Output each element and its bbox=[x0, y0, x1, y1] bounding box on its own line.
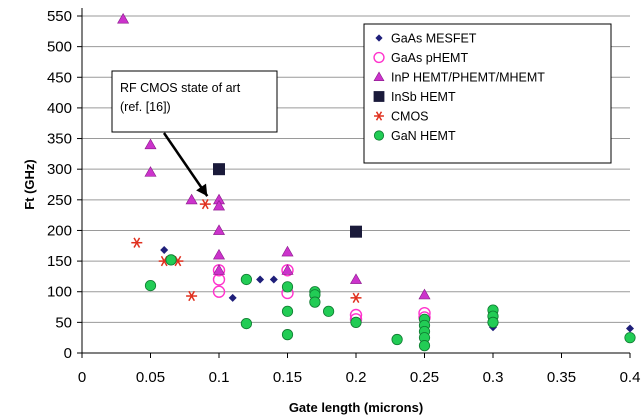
y-tick-label: 150 bbox=[47, 253, 72, 270]
legend-label: InSb HEMT bbox=[391, 90, 456, 104]
annotation-arrow bbox=[162, 132, 209, 197]
y-tick-label: 0 bbox=[64, 345, 72, 362]
annotation-text: (ref. [16]) bbox=[120, 100, 171, 114]
legend-label: GaN HEMT bbox=[391, 129, 456, 143]
x-tick-label: 0 bbox=[78, 369, 86, 386]
point-gan-hemt bbox=[240, 273, 252, 286]
x-tick-label: 0.3 bbox=[483, 369, 504, 386]
point-gaas-mesfet bbox=[626, 324, 634, 333]
x-tick-label: 0.25 bbox=[410, 369, 439, 386]
point-insb-hemt bbox=[213, 163, 225, 176]
legend-marker bbox=[373, 51, 385, 64]
x-tick-label: 0.4 bbox=[620, 369, 641, 386]
tick-labels: 0 50 100 150 200 250 300 350 400 450 500 550 0 0.05 0.… bbox=[47, 8, 640, 386]
x-tick-label: 0.2 bbox=[346, 369, 367, 386]
annotation: RF CMOS state of art (ref. [16]) bbox=[111, 70, 278, 197]
y-tick-label: 500 bbox=[47, 39, 72, 56]
legend: GaAs MESFET GaAs pHEMT InP HEMT/PHEMT/MHEM… bbox=[363, 23, 612, 164]
point-inp-hemt-phemt-mhemt bbox=[349, 273, 363, 284]
point-gaas-mesfet bbox=[256, 275, 265, 284]
point-inp-hemt-phemt-mhemt bbox=[281, 245, 294, 257]
y-axis-title: Ft (GHz) bbox=[22, 159, 37, 210]
point-gan-hemt bbox=[281, 329, 294, 341]
point-gan-hemt bbox=[624, 332, 636, 344]
y-tick-label: 250 bbox=[47, 192, 72, 209]
point-inp-hemt-phemt-mhemt bbox=[144, 166, 157, 177]
legend-marker bbox=[374, 111, 384, 121]
point-inp-hemt-phemt-mhemt bbox=[212, 199, 226, 211]
point-inp-hemt-phemt-mhemt bbox=[212, 224, 226, 235]
y-tick-label: 300 bbox=[47, 161, 72, 178]
point-cmos bbox=[350, 292, 362, 304]
point-gaas-mesfet bbox=[228, 293, 237, 302]
x-tick-label: 0.35 bbox=[547, 369, 576, 386]
y-tick-label: 550 bbox=[47, 8, 72, 25]
x-tick-label: 0.05 bbox=[136, 369, 165, 386]
point-gan-hemt bbox=[391, 333, 403, 346]
point-inp-hemt-phemt-mhemt bbox=[212, 264, 226, 275]
point-gan-hemt bbox=[281, 281, 294, 293]
legend-marker bbox=[373, 71, 385, 82]
point-gan-hemt bbox=[418, 340, 431, 352]
y-tick-label: 50 bbox=[55, 314, 72, 331]
point-inp-hemt-phemt-mhemt bbox=[144, 138, 157, 150]
point-gan-hemt bbox=[487, 316, 499, 328]
y-tick-label: 400 bbox=[47, 100, 72, 117]
point-inp-hemt-phemt-mhemt bbox=[281, 264, 294, 275]
point-gan-hemt bbox=[350, 316, 362, 328]
legend-marker bbox=[375, 34, 383, 42]
legend-label: GaAs MESFET bbox=[391, 32, 477, 46]
legend-label: InP HEMT/PHEMT/MHEMT bbox=[391, 71, 545, 85]
y-tick-label: 450 bbox=[47, 69, 72, 86]
legend-marker bbox=[373, 91, 385, 102]
point-gan-hemt bbox=[144, 279, 157, 292]
point-gan-hemt bbox=[281, 305, 294, 317]
point-gan-hemt bbox=[309, 296, 321, 308]
axes bbox=[77, 8, 631, 358]
point-gaas-phemt bbox=[212, 285, 226, 298]
point-cmos bbox=[131, 237, 143, 248]
y-tick-label: 200 bbox=[47, 222, 72, 239]
point-gan-hemt bbox=[165, 254, 177, 266]
legend-label: CMOS bbox=[391, 110, 429, 124]
legend-box bbox=[363, 23, 612, 164]
point-insb-hemt bbox=[350, 225, 362, 238]
point-gan-hemt bbox=[240, 317, 252, 330]
point-inp-hemt-phemt-mhemt bbox=[117, 12, 130, 24]
point-inp-hemt-phemt-mhemt bbox=[418, 288, 431, 300]
x-tick-label: 0.1 bbox=[209, 369, 230, 386]
legend-label: GaAs pHEMT bbox=[391, 51, 468, 65]
annotation-text: RF CMOS state of art bbox=[120, 81, 241, 95]
annotation-arrowhead bbox=[196, 183, 208, 197]
point-gan-hemt bbox=[322, 305, 335, 317]
annotation-box bbox=[111, 70, 278, 133]
x-axis-title: Gate length (microns) bbox=[289, 400, 423, 415]
point-cmos bbox=[186, 290, 198, 302]
point-inp-hemt-phemt-mhemt bbox=[185, 193, 198, 205]
y-tick-label: 350 bbox=[47, 131, 72, 148]
data-points bbox=[117, 12, 636, 352]
y-tick-label: 100 bbox=[47, 284, 72, 301]
point-inp-hemt-phemt-mhemt bbox=[212, 248, 226, 260]
legend-marker bbox=[373, 130, 385, 141]
x-tick-label: 0.15 bbox=[273, 369, 302, 386]
point-gaas-mesfet bbox=[160, 246, 169, 255]
point-cmos bbox=[199, 198, 211, 210]
point-gaas-mesfet bbox=[269, 275, 278, 284]
